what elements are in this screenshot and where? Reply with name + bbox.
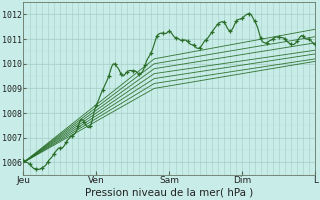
X-axis label: Pression niveau de la mer( hPa ): Pression niveau de la mer( hPa )	[85, 188, 253, 198]
